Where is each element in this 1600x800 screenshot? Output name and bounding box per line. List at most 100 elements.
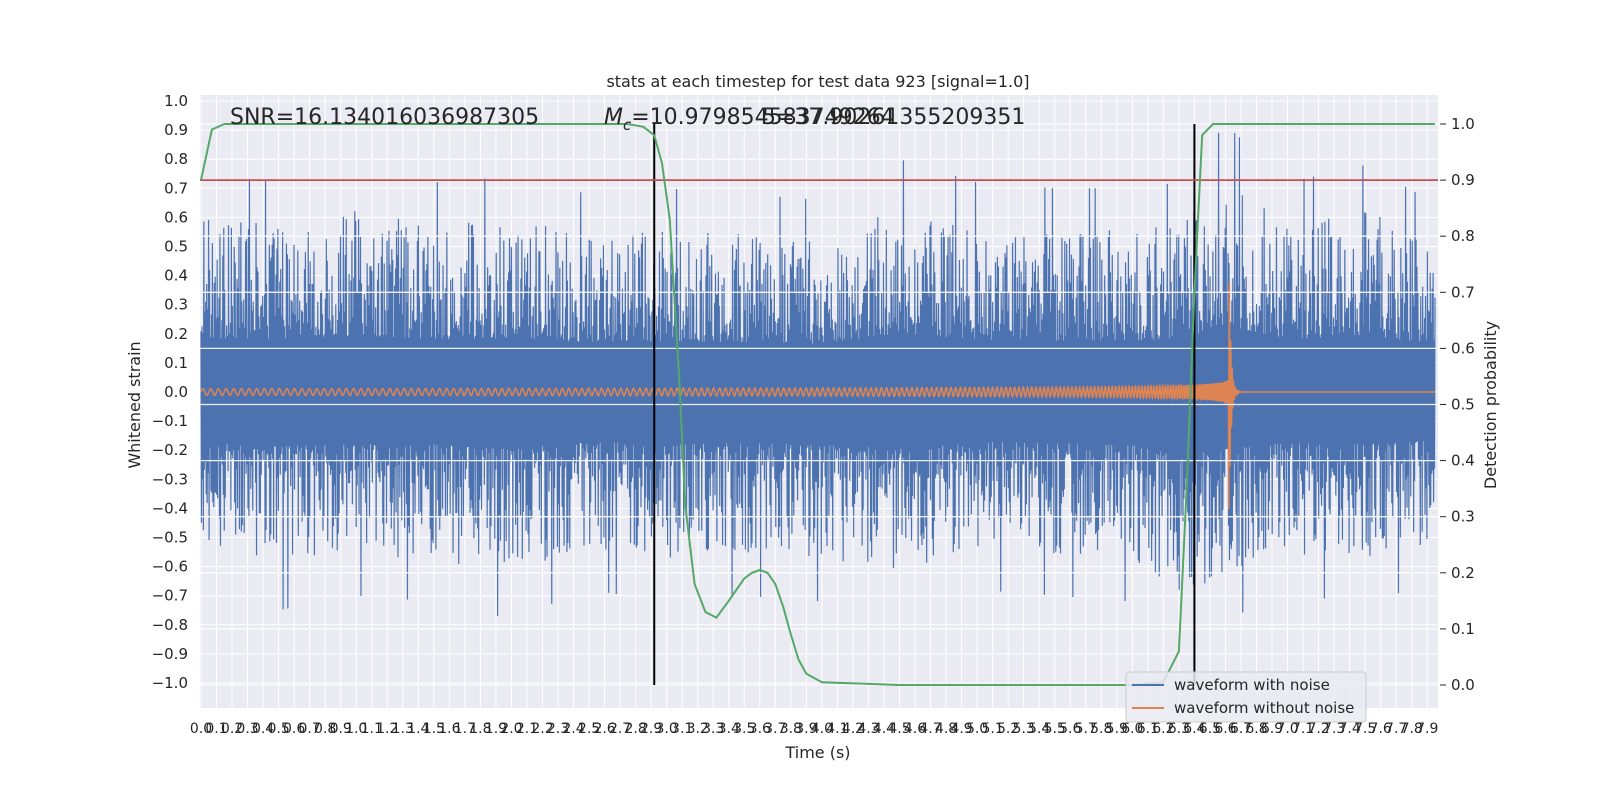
x-tick-label: 7.0 xyxy=(1276,721,1298,737)
y-tick-label: 0.4 xyxy=(164,267,188,285)
x-tick-label: 7.4 xyxy=(1338,721,1360,737)
x-tick-label: 1.9 xyxy=(485,721,507,737)
x-tick-label: 7.8 xyxy=(1401,721,1423,737)
x-tick-label: 1.3 xyxy=(392,721,414,737)
x-tick-label: 3.0 xyxy=(656,721,678,737)
x-tick-label: 7.6 xyxy=(1370,721,1392,737)
x-tick-label: 2.7 xyxy=(609,721,631,737)
y2-tick-label: 0.3 xyxy=(1451,508,1475,526)
chirp-mass-subscript: c xyxy=(623,116,632,134)
x-tick-label: 3.7 xyxy=(764,721,786,737)
y-axis-label: Whitened strain xyxy=(125,341,144,468)
x-tick-label: 1.7 xyxy=(454,721,476,737)
x-tick-label: 2.2 xyxy=(531,721,553,737)
x-tick-label: 1.1 xyxy=(361,721,383,737)
legend-box xyxy=(1125,671,1367,723)
y-tick-label: 0.8 xyxy=(164,150,188,168)
x-tick-label: 2.1 xyxy=(516,721,538,737)
x-tick-label: 0.5 xyxy=(267,721,289,737)
x-tick-label: 4.9 xyxy=(950,721,972,737)
x-tick-label: 0.9 xyxy=(330,721,352,737)
x-tick-label: 1.6 xyxy=(438,721,460,737)
x-tick-label: 2.5 xyxy=(578,721,600,737)
y-tick-label: −0.9 xyxy=(152,645,188,663)
y-tick-label: −0.4 xyxy=(152,499,188,517)
x-tick-label: 3.3 xyxy=(702,721,724,737)
y2-tick-label: 0.0 xyxy=(1451,676,1475,694)
x-tick-label: 7.5 xyxy=(1354,721,1376,737)
y2-tick-label: 0.4 xyxy=(1451,452,1475,470)
x-tick-label: 1.5 xyxy=(423,721,445,737)
y-tick-label: 0.2 xyxy=(164,325,188,343)
x-tick-label: 2.3 xyxy=(547,721,569,737)
y-tick-label: 0.9 xyxy=(164,121,188,139)
x-tick-label: 7.9 xyxy=(1416,721,1438,737)
y-tick-label: −0.3 xyxy=(152,470,188,488)
y-tick-label: 0.1 xyxy=(164,354,188,372)
x-tick-label: 6.5 xyxy=(1199,721,1221,737)
x-tick-label: 0.8 xyxy=(314,721,336,737)
snr-annotation: SNR=16.134016036987305 xyxy=(230,105,539,130)
x-tick-label: 4.1 xyxy=(826,721,848,737)
y-tick-label: 0.3 xyxy=(164,296,188,314)
x-tick-label: 6.3 xyxy=(1168,721,1190,737)
x-tick-label: 3.5 xyxy=(733,721,755,737)
x-tick-label: 7.7 xyxy=(1385,721,1407,737)
x-tick-label: 5.2 xyxy=(997,721,1019,737)
x-tick-label: 2.6 xyxy=(593,721,615,737)
y-tick-label: −0.8 xyxy=(152,616,188,634)
y-tick-label: 0.5 xyxy=(164,238,188,256)
overlays xyxy=(200,123,1438,686)
x-tick-label: 2.4 xyxy=(562,721,584,737)
x-tick-label: 5.4 xyxy=(1028,721,1050,737)
x-tick-label: 1.0 xyxy=(345,721,367,737)
chirp-mass-value: =10.979854583749264 xyxy=(631,105,894,130)
x-tick-label: 4.3 xyxy=(857,721,879,737)
x-tick-label: 2.9 xyxy=(640,721,662,737)
y2-axis-label: Detection probability xyxy=(1481,321,1500,489)
x-ticks: 0.00.10.20.30.40.50.60.70.80.91.01.11.21… xyxy=(190,721,1439,737)
x-tick-label: 6.9 xyxy=(1261,721,1283,737)
y-tick-label: −1.0 xyxy=(152,674,188,692)
x-tick-label: 4.4 xyxy=(873,721,895,737)
x-tick-label: 4.6 xyxy=(904,721,926,737)
detection-probability-line xyxy=(200,123,1435,686)
x-tick-label: 0.7 xyxy=(299,721,321,737)
x-tick-label: 6.8 xyxy=(1245,721,1267,737)
x-tick-label: 1.4 xyxy=(407,721,429,737)
x-tick-label: 4.0 xyxy=(811,721,833,737)
y2-tick-label: 0.5 xyxy=(1451,396,1475,414)
chirp-mass-symbol: M xyxy=(604,105,623,130)
signal-series xyxy=(200,283,1435,510)
y2-tick-label: 0.1 xyxy=(1451,620,1475,638)
x-tick-label: 5.0 xyxy=(966,721,988,737)
y-tick-label: −0.1 xyxy=(152,412,188,430)
x-tick-label: 4.2 xyxy=(842,721,864,737)
x-tick-label: 6.1 xyxy=(1137,721,1159,737)
x-tick-label: 7.2 xyxy=(1307,721,1329,737)
x-tick-label: 1.8 xyxy=(469,721,491,737)
x-tick-label: 6.6 xyxy=(1214,721,1236,737)
x-tick-label: 0.6 xyxy=(283,721,305,737)
x-tick-label: 3.2 xyxy=(687,721,709,737)
y-tick-label: −0.6 xyxy=(152,558,188,576)
x-tick-label: 7.3 xyxy=(1323,721,1345,737)
x-tick-label: 5.3 xyxy=(1013,721,1035,737)
y2-tick-label: 0.6 xyxy=(1451,339,1475,357)
y-ticks: 1.0 0.9 0.8 0.7 0.6 0.5 0.4 0.3 0.2 0.1 0.0 −0.1 −0.… xyxy=(152,92,188,692)
y-tick-label: −0.2 xyxy=(152,441,188,459)
y-tick-label: 0.6 xyxy=(164,208,188,226)
y2-tick-label: 1.0 xyxy=(1451,115,1475,133)
y2-tick-label: 0.9 xyxy=(1451,171,1475,189)
x-tick-label: 3.1 xyxy=(671,721,693,737)
x-tick-label: 0.4 xyxy=(252,721,274,737)
y-tick-label: 0.7 xyxy=(164,179,188,197)
y-tick-label: −0.7 xyxy=(152,587,188,605)
x-tick-label: 5.7 xyxy=(1075,721,1097,737)
x-tick-label: 3.8 xyxy=(780,721,802,737)
x-tick-label: 6.4 xyxy=(1183,721,1205,737)
x-tick-label: 5.1 xyxy=(981,721,1003,737)
x-tick-label: 6.0 xyxy=(1121,721,1143,737)
x-tick-label: 3.4 xyxy=(718,721,740,737)
